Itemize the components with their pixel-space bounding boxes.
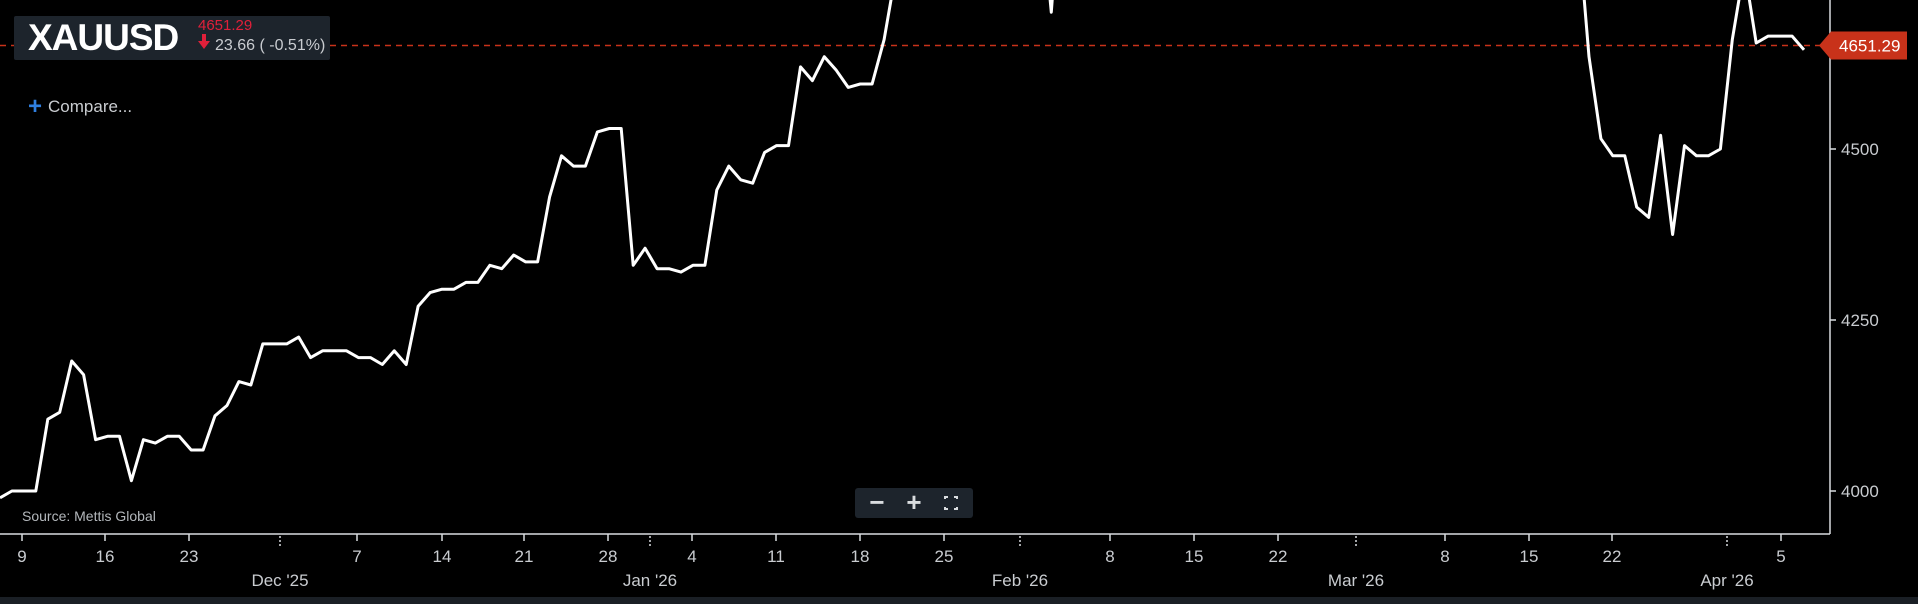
fullscreen-icon [944, 496, 958, 510]
month-separator-dot [1726, 544, 1728, 546]
x-tick-label: 22 [1269, 547, 1288, 566]
month-separator-dot [279, 536, 281, 538]
x-month-label: Jan '26 [623, 571, 677, 590]
zoom-out-button[interactable]: − [859, 488, 895, 518]
x-month-label: Feb '26 [992, 571, 1048, 590]
x-tick-label: 4 [687, 547, 696, 566]
plus-icon: + [906, 487, 922, 517]
month-separator-dot [649, 544, 651, 546]
plus-icon: + [28, 93, 43, 120]
x-tick-label: 8 [1105, 547, 1114, 566]
arrow-down-icon [198, 34, 210, 49]
x-tick-label: 25 [935, 547, 954, 566]
x-month-label: Dec '25 [251, 571, 308, 590]
minus-icon: − [869, 487, 885, 517]
month-separator-dot [1355, 536, 1357, 538]
x-tick-label: 5 [1776, 547, 1785, 566]
x-tick-label: 8 [1440, 547, 1449, 566]
y-tick-label: 4250 [1841, 311, 1879, 330]
compare-label: Compare... [48, 97, 133, 116]
y-tick-label: 4500 [1841, 140, 1879, 159]
ticker-price: 4651.29 [198, 17, 253, 34]
month-separator-dot [1019, 544, 1021, 546]
month-separator-dot [1726, 540, 1728, 542]
price-series-line [0, 0, 1806, 500]
x-tick-label: 16 [96, 547, 115, 566]
bottom-bar [0, 597, 1918, 604]
month-separator-dot [1355, 540, 1357, 542]
x-tick-label: 15 [1185, 547, 1204, 566]
month-separator-dot [1019, 536, 1021, 538]
month-separator-dot [279, 540, 281, 542]
x-month-label: Apr '26 [1700, 571, 1753, 590]
y-tick-label: 4000 [1841, 482, 1879, 501]
month-separator-dot [649, 536, 651, 538]
x-tick-label: 23 [180, 547, 199, 566]
month-separator-dot [649, 540, 651, 542]
y-axis-ticks: 400042504500475050005250 [1830, 140, 1879, 501]
ticker-header: XAUUSD 4651.29 23.66 ( -0.51%) [14, 16, 330, 60]
fullscreen-button[interactable] [933, 488, 969, 518]
month-separator-dot [1355, 544, 1357, 546]
x-tick-label: 11 [767, 547, 785, 566]
x-tick-label: 14 [433, 547, 452, 566]
current-price-tag: 4651.29 [1819, 31, 1907, 60]
ticker-change: 23.66 ( -0.51%) [198, 34, 326, 57]
ticker-symbol: XAUUSD [28, 17, 179, 58]
zoom-in-button[interactable]: + [896, 488, 932, 518]
x-tick-label: 28 [599, 547, 618, 566]
compare-button[interactable]: + Compare... [28, 91, 133, 120]
x-tick-label: 22 [1603, 547, 1622, 566]
x-tick-label: 21 [515, 547, 534, 566]
x-tick-label: 15 [1520, 547, 1539, 566]
x-axis-ticks: 9 16 23 7 14 21 28 4 11 18 25 8 15 22 8 15 22 5 Dec '25 Jan… [17, 534, 1786, 590]
ticker-change-value: 23.66 ( -0.51%) [215, 37, 326, 54]
month-separator-dot [1019, 540, 1021, 542]
month-separator-dot [279, 544, 281, 546]
x-tick-label: 9 [17, 547, 26, 566]
source-label: Source: Mettis Global [22, 508, 156, 524]
x-tick-label: 7 [352, 547, 361, 566]
x-tick-label: 18 [851, 547, 870, 566]
month-separator-dot [1726, 536, 1728, 538]
x-month-label: Mar '26 [1328, 571, 1384, 590]
current-price-label: 4651.29 [1839, 37, 1900, 56]
zoom-controls: − + [855, 488, 973, 518]
